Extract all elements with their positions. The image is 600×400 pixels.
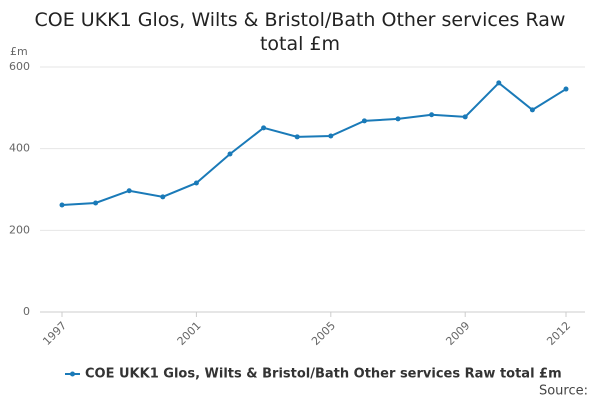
y-tick-label: 400 — [9, 142, 30, 155]
data-point — [59, 202, 65, 208]
legend-marker — [70, 371, 75, 377]
x-tick-label: 2001 — [175, 319, 204, 348]
y-tick-label: 200 — [9, 223, 30, 236]
data-point — [395, 116, 401, 122]
y-tick-label: 0 — [23, 305, 30, 318]
data-point — [328, 133, 334, 139]
data-point — [193, 180, 199, 186]
data-point — [93, 200, 99, 206]
x-tick-label: 2012 — [544, 319, 573, 348]
data-point — [462, 114, 468, 120]
data-point — [361, 118, 367, 124]
x-tick-label: 1997 — [40, 319, 69, 348]
chart-title: COE UKK1 Glos, Wilts & Bristol/Bath Othe… — [34, 9, 566, 55]
x-tick-label: 2005 — [309, 319, 338, 348]
data-point — [529, 107, 535, 113]
data-point — [563, 86, 569, 92]
legend-label: COE UKK1 Glos, Wilts & Bristol/Bath Othe… — [85, 367, 562, 382]
data-point — [496, 80, 502, 86]
data-point — [160, 194, 166, 200]
data-point — [227, 151, 233, 157]
data-point — [126, 188, 132, 194]
data-point — [429, 112, 435, 118]
series-line — [61, 81, 567, 207]
y-axis-label: £m — [10, 45, 28, 58]
y-tick-label: 600 — [9, 60, 30, 73]
data-point — [294, 134, 300, 140]
source: Source: — [539, 384, 588, 399]
data-point — [261, 125, 267, 131]
x-tick-label: 2009 — [443, 319, 472, 348]
